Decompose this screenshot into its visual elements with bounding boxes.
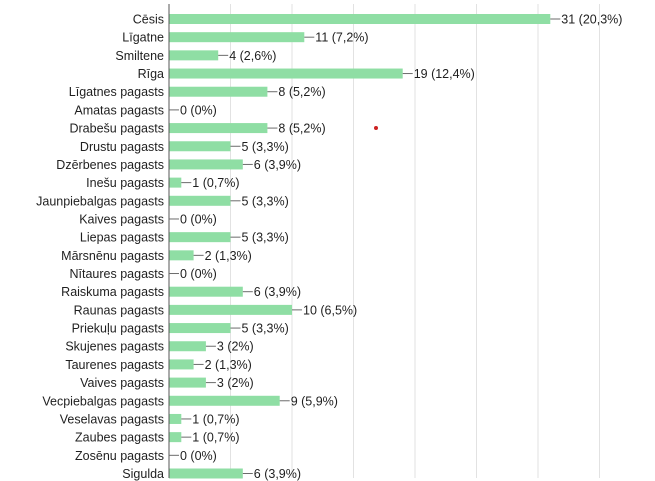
value-label: 0 (0%) [180, 212, 217, 226]
value-label: 19 (12,4%) [414, 67, 475, 81]
value-label: 5 (3,3%) [242, 140, 289, 154]
category-label: Līgatne [122, 31, 164, 45]
bar [169, 304, 292, 315]
category-label: Sigulda [122, 467, 164, 481]
category-label: Līgatnes pagasts [69, 85, 164, 99]
bar [169, 195, 231, 206]
category-label: Skujenes pagasts [65, 340, 164, 354]
bar [169, 432, 182, 443]
category-label: Nītaures pagasts [70, 267, 165, 281]
bar [169, 86, 268, 97]
value-label: 2 (1,3%) [205, 358, 252, 372]
bar [169, 68, 403, 79]
category-label: Inešu pagasts [86, 176, 164, 190]
category-label: Priekuļu pagasts [72, 322, 164, 336]
value-label: 1 (0,7%) [192, 431, 239, 445]
value-label: 10 (6,5%) [303, 303, 357, 317]
value-label: 8 (5,2%) [278, 85, 325, 99]
value-label: 3 (2%) [217, 340, 254, 354]
category-label: Drustu pagasts [80, 140, 164, 154]
bar [169, 250, 194, 261]
category-label: Taurenes pagasts [65, 358, 164, 372]
category-label: Kaives pagasts [79, 212, 164, 226]
value-label: 1 (0,7%) [192, 412, 239, 426]
category-label: Amatas pagasts [74, 103, 164, 117]
bar [169, 286, 243, 297]
labels-group: Cēsis 31 (20,3%) Līgatne 11 (7,2%) Smiltene 4… [36, 13, 622, 481]
category-label: Raunas pagasts [74, 303, 164, 317]
bar [169, 159, 243, 170]
value-label: 0 (0%) [180, 449, 217, 463]
category-label: Vaives pagasts [80, 376, 164, 390]
value-label: 9 (5,9%) [291, 394, 338, 408]
stray-marker-dot [374, 126, 378, 130]
bar [169, 468, 243, 479]
category-label: Mārsnēnu pagasts [61, 249, 164, 263]
bar [169, 377, 206, 388]
bar [169, 177, 182, 188]
value-label: 0 (0%) [180, 103, 217, 117]
bar [169, 232, 231, 243]
category-label: Zaubes pagasts [75, 431, 164, 445]
category-label: Zosēnu pagasts [75, 449, 164, 463]
category-label: Rīga [138, 67, 164, 81]
bar [169, 359, 194, 370]
category-label: Jaunpiebalgas pagasts [36, 194, 164, 208]
bar [169, 141, 231, 152]
bars-group [169, 14, 551, 479]
category-label: Vecpiebalgas pagasts [42, 394, 164, 408]
value-label: 6 (3,9%) [254, 467, 301, 481]
bar [169, 341, 206, 352]
category-label: Cēsis [133, 13, 164, 27]
bar [169, 123, 268, 134]
value-label: 8 (5,2%) [278, 122, 325, 136]
bar [169, 323, 231, 334]
value-label: 31 (20,3%) [561, 13, 622, 27]
category-label: Veselavas pagasts [60, 412, 164, 426]
value-label: 11 (7,2%) [315, 31, 368, 45]
value-label: 3 (2%) [217, 376, 254, 390]
category-label: Dzērbenes pagasts [56, 158, 164, 172]
value-label: 4 (2,6%) [229, 49, 276, 63]
value-label: 6 (3,9%) [254, 285, 301, 299]
category-label: Liepas pagasts [80, 231, 164, 245]
value-label: 1 (0,7%) [192, 176, 239, 190]
value-label: 0 (0%) [180, 267, 217, 281]
bar [169, 50, 219, 61]
bar [169, 413, 182, 424]
value-label: 6 (3,9%) [254, 158, 301, 172]
value-label: 2 (1,3%) [205, 249, 252, 263]
category-label: Smiltene [115, 49, 164, 63]
bar [169, 14, 551, 24]
value-label: 5 (3,3%) [242, 231, 289, 245]
category-label: Drabešu pagasts [69, 122, 164, 136]
value-label: 5 (3,3%) [242, 322, 289, 336]
value-label: 5 (3,3%) [242, 194, 289, 208]
grid-lines [230, 4, 600, 478]
bar [169, 32, 305, 43]
bar [169, 395, 280, 406]
category-label: Raiskuma pagasts [61, 285, 164, 299]
